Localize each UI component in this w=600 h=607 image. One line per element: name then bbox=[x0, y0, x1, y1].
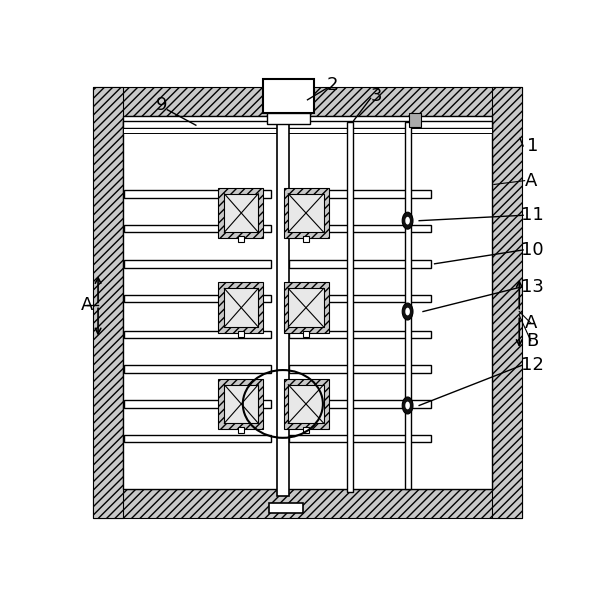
Bar bbox=[347, 122, 353, 492]
Text: 3: 3 bbox=[371, 87, 383, 105]
Bar bbox=[288, 385, 323, 423]
Bar bbox=[94, 87, 521, 116]
Bar bbox=[289, 400, 431, 408]
Bar bbox=[238, 427, 244, 433]
Bar bbox=[493, 87, 521, 518]
Text: 9: 9 bbox=[155, 96, 167, 114]
Bar bbox=[284, 188, 329, 239]
Bar bbox=[123, 116, 493, 489]
Bar bbox=[218, 282, 263, 333]
Bar bbox=[218, 188, 263, 239]
Bar bbox=[124, 190, 271, 198]
Text: 11: 11 bbox=[521, 206, 544, 225]
Bar bbox=[289, 331, 431, 339]
Bar bbox=[238, 331, 244, 337]
Bar bbox=[288, 288, 323, 327]
Text: A: A bbox=[81, 296, 94, 314]
Bar bbox=[303, 236, 309, 242]
Bar bbox=[288, 194, 323, 232]
Bar bbox=[289, 365, 431, 373]
Bar bbox=[238, 236, 244, 242]
Bar bbox=[284, 379, 329, 429]
Bar bbox=[218, 379, 263, 429]
Bar bbox=[224, 194, 258, 232]
Bar bbox=[124, 365, 271, 373]
Bar bbox=[224, 288, 258, 327]
Bar bbox=[224, 385, 258, 423]
Bar bbox=[123, 128, 493, 133]
Bar bbox=[303, 427, 309, 433]
Ellipse shape bbox=[405, 308, 410, 316]
Bar bbox=[124, 294, 271, 302]
Text: 2: 2 bbox=[326, 76, 338, 94]
Bar bbox=[289, 190, 431, 198]
Text: 1: 1 bbox=[527, 137, 538, 155]
Bar bbox=[123, 121, 493, 128]
Text: A: A bbox=[524, 314, 537, 332]
Bar bbox=[263, 79, 314, 113]
Bar bbox=[303, 331, 309, 337]
Text: 13: 13 bbox=[521, 278, 544, 296]
Bar bbox=[289, 260, 431, 268]
Bar bbox=[124, 435, 271, 443]
Text: 12: 12 bbox=[521, 356, 544, 375]
Bar bbox=[266, 113, 310, 124]
Bar bbox=[94, 87, 123, 518]
Bar bbox=[124, 225, 271, 232]
Ellipse shape bbox=[405, 402, 410, 409]
Bar bbox=[405, 122, 410, 489]
Bar bbox=[289, 225, 431, 232]
Bar bbox=[289, 294, 431, 302]
Ellipse shape bbox=[402, 397, 413, 414]
Text: B: B bbox=[526, 332, 538, 350]
Bar bbox=[277, 113, 289, 497]
Ellipse shape bbox=[405, 217, 410, 225]
Text: 10: 10 bbox=[521, 241, 544, 259]
Text: A: A bbox=[524, 172, 537, 189]
Bar bbox=[409, 113, 421, 127]
Bar bbox=[284, 282, 329, 333]
Ellipse shape bbox=[402, 212, 413, 229]
Bar bbox=[289, 435, 431, 443]
Bar bbox=[94, 489, 521, 518]
Bar bbox=[269, 503, 303, 514]
Bar bbox=[124, 400, 271, 408]
Ellipse shape bbox=[402, 303, 413, 320]
Bar bbox=[124, 331, 271, 339]
Bar bbox=[124, 260, 271, 268]
